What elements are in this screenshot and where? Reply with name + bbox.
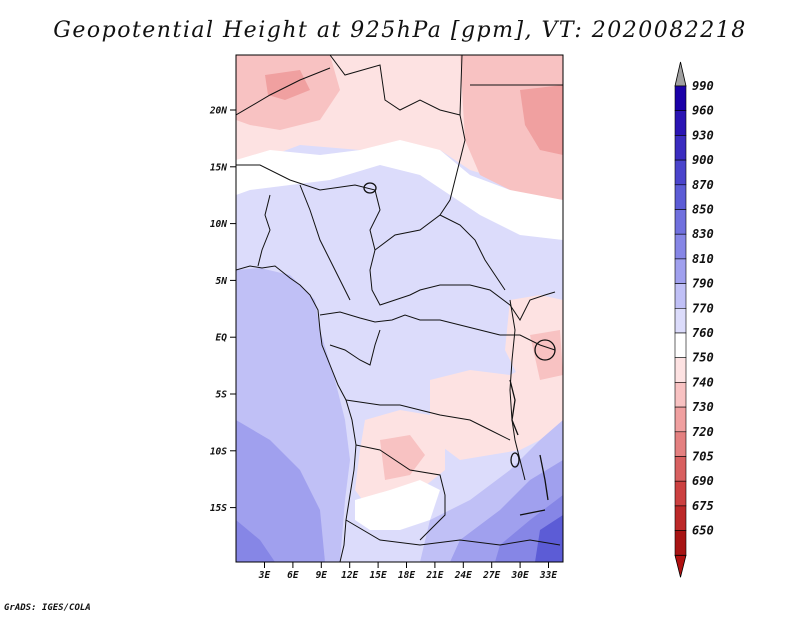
colorbar-level-label: 850	[692, 203, 714, 217]
lake-kariba	[519, 509, 546, 516]
colorbar-level-label: 720	[692, 425, 714, 439]
lat-tick-label: 10N	[210, 219, 227, 230]
border-uganda	[500, 334, 556, 351]
border-gabon	[329, 329, 381, 366]
border-northwest	[236, 67, 331, 116]
border-angola-drc	[345, 399, 511, 441]
lake-chad	[363, 182, 377, 194]
lon-tick-label: 33E	[539, 570, 557, 581]
lat-tick-label: EQ	[216, 333, 228, 344]
colorbar-swatch	[674, 382, 687, 408]
map-frame	[235, 54, 564, 563]
colorbar-level-label: 650	[692, 524, 714, 538]
colorbar-swatch	[674, 209, 687, 235]
colorbar-level-label: 790	[692, 277, 714, 291]
colorbar-swatch	[674, 332, 687, 359]
lat-tick-label: 5S	[216, 390, 228, 401]
lake-malawi	[539, 454, 549, 501]
colorbar-bottom-arrow	[674, 554, 687, 578]
lon-tick-label: 30E	[511, 570, 529, 581]
colorbar-level-label: 810	[692, 252, 714, 266]
colorbar: 990 960 930 900 870 850 830 810 790 770 760 750 740 7…	[674, 61, 714, 578]
ocean-cooler-band	[236, 420, 325, 562]
north-west-core	[265, 70, 310, 100]
colorbar-swatch	[674, 184, 687, 210]
colorbar-swatch	[674, 159, 687, 186]
angola-core	[380, 435, 425, 480]
lon-tick-label: 21E	[425, 570, 443, 581]
border-west	[257, 194, 271, 267]
colorbar-level-label: 705	[692, 450, 714, 464]
colorbar-level-label: 960	[692, 104, 714, 118]
colorbar-swatch	[674, 233, 687, 260]
colorbar-swatch	[674, 110, 687, 136]
lake-mweru	[510, 452, 520, 468]
lon-tick-label: 12E	[341, 570, 358, 581]
colorbar-level-label: 730	[692, 400, 714, 414]
border-sahel	[236, 164, 556, 321]
colorbar-swatch	[674, 530, 687, 556]
lon-tick-label: 24E	[454, 570, 472, 581]
lat-axis: 20N 15N 10N 5N EQ 5S 10S 15S	[209, 106, 236, 514]
north-east-core	[520, 85, 563, 155]
colorbar-level-label: 675	[692, 499, 714, 513]
lake-victoria	[534, 339, 556, 361]
lat-tick-label: 20N	[209, 106, 227, 117]
mid-white-band	[236, 140, 563, 240]
colorbar-level-label: 990	[692, 79, 714, 93]
colorbar-swatch	[674, 357, 687, 383]
colorbar-level-label: 900	[692, 153, 714, 167]
atlantic-coastline	[236, 265, 357, 562]
lon-tick-label: 9E	[316, 570, 328, 581]
colorbar-swatch	[674, 135, 687, 161]
borders	[236, 55, 563, 562]
colorbar-swatch	[674, 283, 687, 309]
lon-tick-label: 6E	[287, 570, 299, 581]
colorbar-swatch	[674, 456, 687, 482]
height-field	[236, 55, 563, 562]
lon-tick-label: 18E	[398, 570, 415, 581]
lon-tick-label: 3E	[258, 570, 271, 581]
colorbar-level-label: 750	[692, 351, 714, 365]
colorbar-swatch	[674, 258, 687, 284]
border-congo	[319, 311, 501, 336]
border-car-drc	[439, 214, 506, 291]
border-namibia	[345, 519, 561, 546]
colorbar-level-label: 930	[692, 128, 714, 142]
map-title: Geopotential Height at 925hPa [gpm], VT:…	[53, 18, 747, 43]
colorbar-swatch	[674, 406, 687, 433]
lat-tick-label: 5N	[216, 276, 228, 287]
lake-tanganyika	[509, 379, 519, 436]
lon-tick-label: 27E	[482, 570, 500, 581]
lat-tick-label: 10S	[210, 446, 227, 457]
grads-credit: GrADS: IGES/COLA	[4, 603, 91, 613]
colorbar-swatch	[674, 307, 687, 334]
border-sahara	[329, 55, 463, 116]
colorbar-swatch	[674, 85, 687, 112]
colorbar-level-label: 770	[692, 301, 714, 315]
border-cameroon	[299, 184, 351, 301]
colorbar-top-arrow	[674, 61, 687, 87]
border-sudan-car	[374, 114, 466, 251]
colorbar-swatch	[674, 431, 687, 457]
lat-tick-label: 15N	[210, 162, 227, 173]
lakes	[363, 182, 556, 516]
colorbar-swatch	[674, 505, 687, 531]
colorbar-level-label: 740	[692, 375, 714, 389]
lon-tick-label: 15E	[370, 570, 387, 581]
colorbar-swatch	[674, 480, 687, 507]
ocean-coolest-band	[236, 520, 275, 562]
south-white	[355, 480, 440, 530]
lat-tick-label: 15S	[210, 503, 227, 514]
colorbar-level-label: 690	[692, 474, 714, 488]
colorbar-level-label: 830	[692, 227, 714, 241]
lon-axis: 3E 6E 9E 12E 15E 18E 21E 24E 27E 30E 33E	[258, 562, 557, 581]
border-angola-south	[355, 444, 446, 541]
colorbar-level-label: 870	[692, 178, 714, 192]
colorbar-level-label: 760	[692, 326, 714, 340]
south-east-deepest	[535, 515, 563, 562]
